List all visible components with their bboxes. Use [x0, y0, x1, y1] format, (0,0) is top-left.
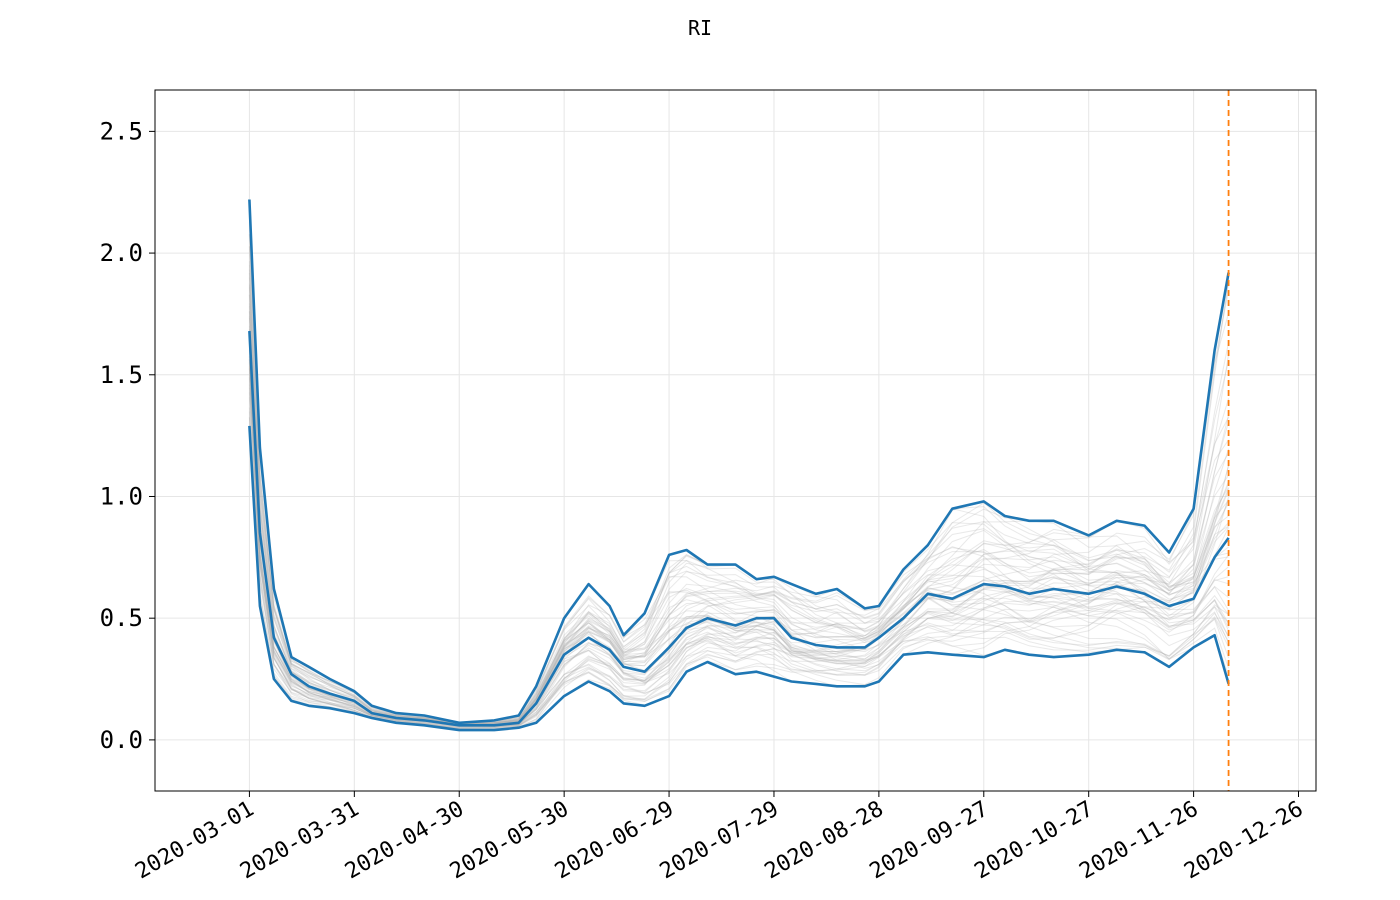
sample-line: [248, 331, 1229, 727]
sample-line: [248, 199, 1230, 726]
sample-line: [248, 342, 1230, 729]
sample-line: [248, 207, 1230, 726]
x-tick-label: 2020-05-30: [446, 797, 573, 885]
sample-line: [248, 272, 1230, 727]
x-tick-label: 2020-08-28: [761, 797, 888, 885]
sample-line: [248, 317, 1230, 727]
sample-line: [248, 325, 1230, 729]
sample-trajectories: [248, 199, 1230, 731]
sample-line: [248, 425, 1230, 731]
series-line-upper: [248, 199, 1230, 725]
sample-line: [248, 311, 1230, 726]
y-tick-label: 1.0: [100, 482, 143, 510]
chart-title: RI: [687, 16, 713, 40]
sample-line: [248, 316, 1230, 730]
x-tick-label: 2020-04-30: [341, 797, 468, 885]
sample-line: [248, 368, 1230, 731]
sample-line: [248, 356, 1229, 725]
series-line-median: [248, 330, 1230, 727]
sample-line: [248, 287, 1230, 728]
sample-line: [248, 303, 1229, 728]
series-lines: [248, 199, 1230, 732]
sample-line: [248, 261, 1230, 726]
y-tick-label: 0.5: [100, 604, 143, 632]
sample-line: [248, 305, 1230, 724]
x-tick-label: 2020-06-29: [551, 797, 678, 885]
sample-line: [248, 349, 1230, 731]
sample-line: [248, 246, 1230, 726]
sample-line: [248, 234, 1230, 725]
sample-line: [248, 337, 1229, 725]
sample-line: [248, 367, 1230, 730]
y-tick-label: 2.0: [100, 239, 143, 267]
plot-frame: [154, 89, 1317, 792]
x-tick-label: 2020-12-26: [1180, 797, 1307, 885]
sample-line: [248, 328, 1230, 725]
x-tick-label: 2020-11-26: [1075, 797, 1202, 885]
sample-line: [248, 269, 1229, 728]
series-line-lower: [248, 425, 1230, 732]
x-tick-label: 2020-09-27: [866, 797, 993, 885]
sample-line: [248, 283, 1230, 728]
x-tick-label: 2020-07-29: [656, 797, 783, 885]
sample-line: [248, 311, 1229, 729]
sample-line: [248, 362, 1230, 727]
y-tick-label: 0.0: [100, 726, 143, 754]
sample-line: [248, 392, 1229, 726]
sample-line: [248, 366, 1230, 725]
sample-line: [248, 275, 1230, 725]
sample-line: [248, 348, 1229, 727]
sample-line: [248, 416, 1230, 727]
sample-line: [248, 359, 1230, 726]
sample-line: [248, 425, 1229, 731]
y-tick-label: 2.5: [100, 117, 143, 145]
x-tick-label: 2020-03-31: [236, 797, 363, 885]
x-tick-label: 2020-10-27: [970, 797, 1097, 885]
sample-line: [248, 264, 1230, 726]
sample-line: [248, 199, 1230, 725]
grid-lines: [155, 90, 1316, 791]
sample-line: [248, 378, 1230, 726]
x-tick-label: 2020-03-01: [131, 797, 258, 885]
sample-line: [248, 407, 1230, 727]
axis-ticks: 2020-03-012020-03-312020-04-302020-05-30…: [100, 117, 1308, 884]
y-tick-label: 1.5: [100, 361, 143, 389]
